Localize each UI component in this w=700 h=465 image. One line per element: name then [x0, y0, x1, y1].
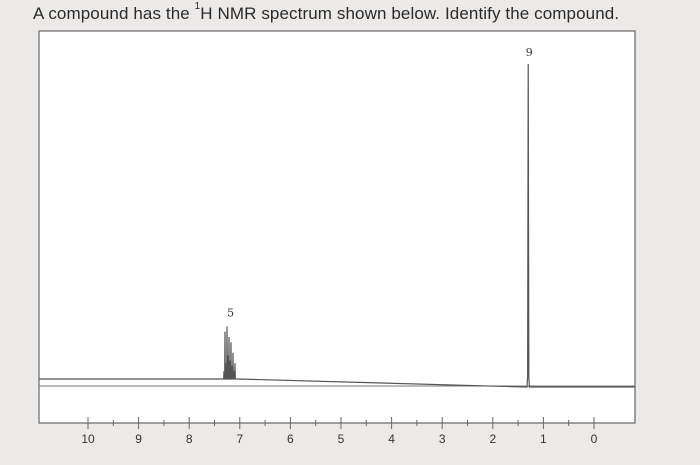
- question-superscript: 1: [194, 1, 201, 13]
- x-tick-label: 7: [236, 432, 243, 446]
- x-tick-label: 9: [135, 432, 142, 446]
- x-tick-label: 0: [591, 432, 598, 446]
- x-tick-label: 1: [540, 432, 547, 446]
- chart-frame: [38, 30, 636, 424]
- question-prefix: A compound has the: [33, 4, 195, 23]
- x-tick-label: 4: [388, 432, 395, 446]
- spectrum-trace: [39, 63, 635, 388]
- peak-labels: 59: [227, 46, 533, 320]
- x-tick-label: 10: [81, 432, 95, 446]
- question-text: A compound has the 1H NMR spectrum shown…: [33, 1, 620, 24]
- x-tick-label: 8: [186, 432, 193, 446]
- x-tick-label: 2: [489, 432, 496, 446]
- x-axis-tick-labels: 10 9 8 7 6 5 4 3 2 1 0: [81, 432, 597, 446]
- peak-integration-label: 9: [526, 46, 533, 59]
- x-tick-label: 5: [338, 432, 345, 446]
- x-tick-label: 6: [287, 432, 294, 446]
- x-axis-ticks: [87, 417, 595, 429]
- question-suffix: H NMR spectrum shown below. Identify the…: [200, 4, 620, 23]
- peak-integration-label: 5: [227, 307, 234, 320]
- x-tick-label: 3: [439, 432, 446, 446]
